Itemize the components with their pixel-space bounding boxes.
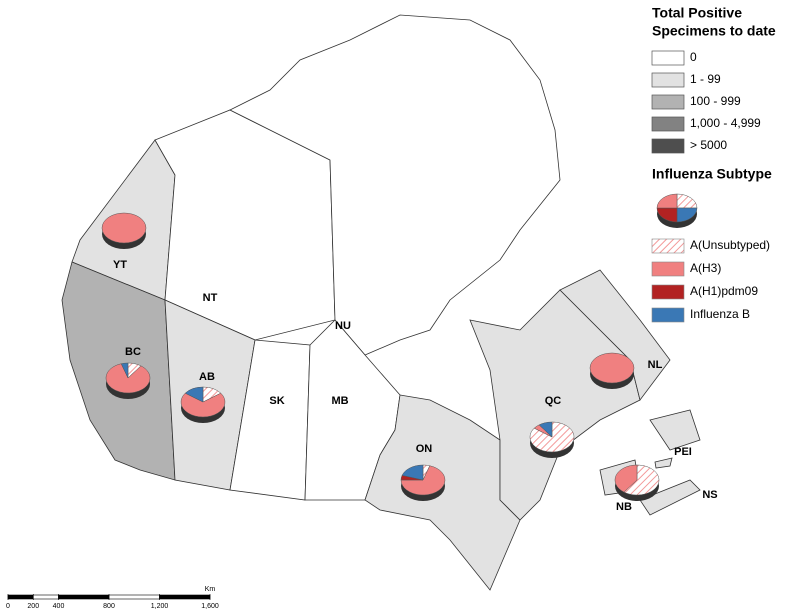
pie-wedge <box>401 464 424 481</box>
scale-label: 200 <box>27 603 39 610</box>
legend-swatch <box>651 116 685 132</box>
scale-label: 1,200 <box>151 603 169 610</box>
legend-swatch <box>651 72 685 88</box>
scale-bar: 0 200 400 800 1,200 1,600 Km <box>6 586 219 610</box>
pie-wedge <box>400 465 446 496</box>
province-label: AB <box>199 371 215 383</box>
province-label: SK <box>269 395 284 407</box>
legend-swatch <box>651 50 685 66</box>
legend-swatch <box>651 94 685 110</box>
province-label: NT <box>203 292 218 304</box>
pie-wedge <box>589 352 635 384</box>
province <box>639 479 701 516</box>
pie-wedge <box>184 386 204 403</box>
province-label: NL <box>648 359 663 371</box>
legend-swatch <box>651 307 685 323</box>
province-label: NB <box>616 501 632 513</box>
legend-pie-icon <box>656 193 698 228</box>
pie-wedge <box>101 212 147 244</box>
legend-label: 1 - 99 <box>690 72 721 86</box>
scale-label: 800 <box>103 603 115 610</box>
legend-label: A(H1)pdm09 <box>690 284 758 298</box>
pie-wedge <box>105 363 151 394</box>
legend-label: A(Unsubtyped) <box>690 238 770 252</box>
legend-label: Influenza B <box>690 307 750 321</box>
province <box>654 457 673 469</box>
legend-title: Influenza Subtype <box>652 166 772 182</box>
legend-swatch <box>651 284 685 300</box>
province-label: BC <box>125 346 141 358</box>
province-label: NU <box>335 320 351 332</box>
legend-label: 0 <box>690 50 697 64</box>
scale-unit: Km <box>205 586 216 593</box>
province-label: NS <box>702 489 717 501</box>
land: YT NT NU BC AB SK MB ON QC NL NB PEI NS <box>61 14 718 591</box>
legend-label: 100 - 999 <box>690 94 741 108</box>
province-label: ON <box>416 443 433 455</box>
legend-label: A(H3) <box>690 261 721 275</box>
pie-wedge <box>614 464 638 493</box>
scale-segment <box>159 594 211 600</box>
legend-label: > 5000 <box>690 138 727 152</box>
legend: Total Positive Specimens to date 0 1 - 99 10… <box>651 5 776 323</box>
province-label: QC <box>545 395 562 407</box>
scale-label: 0 <box>6 603 10 610</box>
scale-label: 1,600 <box>201 603 219 610</box>
legend-label: 1,000 - 4,999 <box>690 116 761 130</box>
legend-swatch <box>651 138 685 154</box>
legend-swatch <box>651 261 685 277</box>
province-label: PEI <box>674 446 692 458</box>
pie-wedge <box>120 362 129 379</box>
scale-segment <box>108 594 160 600</box>
scale-segment <box>7 594 34 600</box>
legend-swatch <box>651 238 685 254</box>
legend-title: Total Positive <box>652 5 742 21</box>
pie-wedge <box>623 464 660 496</box>
scale-segment <box>32 594 59 600</box>
province-label: MB <box>331 395 348 407</box>
pie-wedge <box>180 392 226 418</box>
pies <box>101 212 660 501</box>
province-label: YT <box>113 259 127 271</box>
scale-label: 400 <box>53 603 65 610</box>
legend-title: Specimens to date <box>652 23 776 39</box>
scale-segment <box>58 594 110 600</box>
pie-wedge <box>538 421 553 438</box>
